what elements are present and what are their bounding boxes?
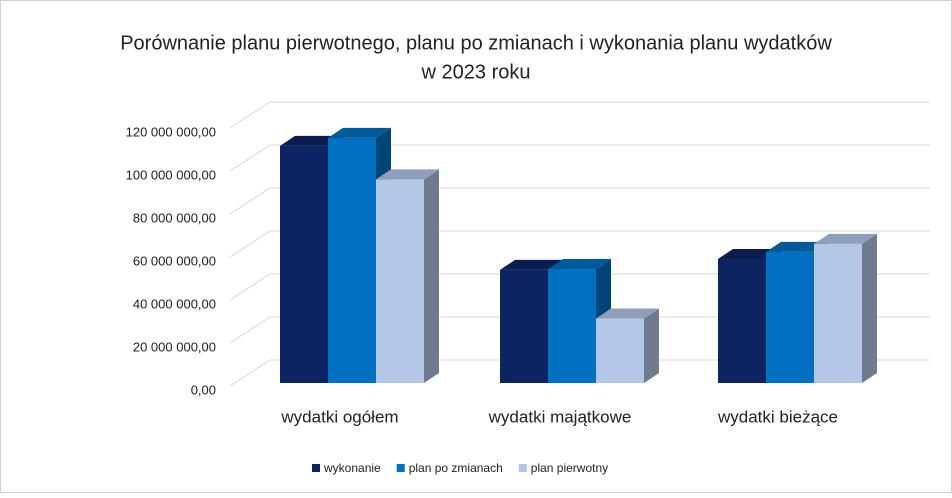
- legend-label: plan po zmianach: [409, 461, 503, 475]
- bar-top: [328, 127, 391, 138]
- legend-swatch: [312, 464, 320, 472]
- grid-line: [229, 359, 930, 387]
- bar: [500, 269, 548, 383]
- grid-line: [229, 230, 930, 258]
- y-tick-label: 100 000 000,00: [126, 167, 216, 182]
- bar-side: [644, 308, 659, 383]
- y-tick-label: 120 000 000,00: [126, 124, 216, 139]
- grid-line: [229, 101, 930, 129]
- bar-top: [766, 241, 829, 252]
- bar: [814, 243, 862, 383]
- legend-swatch: [396, 464, 405, 472]
- legend-swatch: [518, 464, 527, 472]
- x-tick-label: wydatki bieżące: [717, 407, 838, 426]
- bar-top: [718, 248, 781, 259]
- bar: [376, 179, 424, 383]
- legend-label: plan pierwotny: [531, 461, 608, 475]
- legend-label: wykonanie: [323, 461, 381, 475]
- bar-top: [814, 233, 877, 244]
- grid-line: [229, 273, 930, 301]
- bar-top: [596, 308, 659, 319]
- bar-top: [548, 259, 611, 270]
- chart-title: Porównanie planu pierwotnego, planu po z…: [120, 32, 832, 54]
- y-tick-label: 60 000 000,00: [133, 253, 216, 268]
- bar: [596, 318, 644, 383]
- bar: [548, 269, 596, 383]
- bar-side: [862, 233, 877, 383]
- bar-top: [500, 259, 563, 270]
- y-tick-label: 40 000 000,00: [133, 296, 216, 311]
- grid-line: [229, 144, 930, 172]
- bar-side: [424, 169, 439, 383]
- bar: [766, 251, 814, 383]
- grid-line: [229, 187, 930, 215]
- bar: [280, 145, 328, 383]
- bar: [328, 137, 376, 383]
- x-tick-label: wydatki majątkowe: [488, 407, 632, 426]
- y-tick-label: 20 000 000,00: [133, 339, 216, 354]
- bar-top: [376, 169, 439, 180]
- bar: [718, 258, 766, 383]
- x-tick-label: wydatki ogółem: [280, 407, 398, 426]
- bar-top: [280, 135, 343, 146]
- grid-line: [229, 316, 930, 344]
- y-tick-label: 0,00: [191, 382, 216, 397]
- chart-title: w 2023 roku: [421, 61, 531, 83]
- y-tick-label: 80 000 000,00: [133, 210, 216, 225]
